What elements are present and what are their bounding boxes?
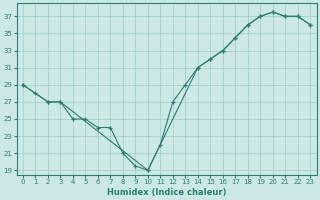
X-axis label: Humidex (Indice chaleur): Humidex (Indice chaleur): [107, 188, 226, 197]
